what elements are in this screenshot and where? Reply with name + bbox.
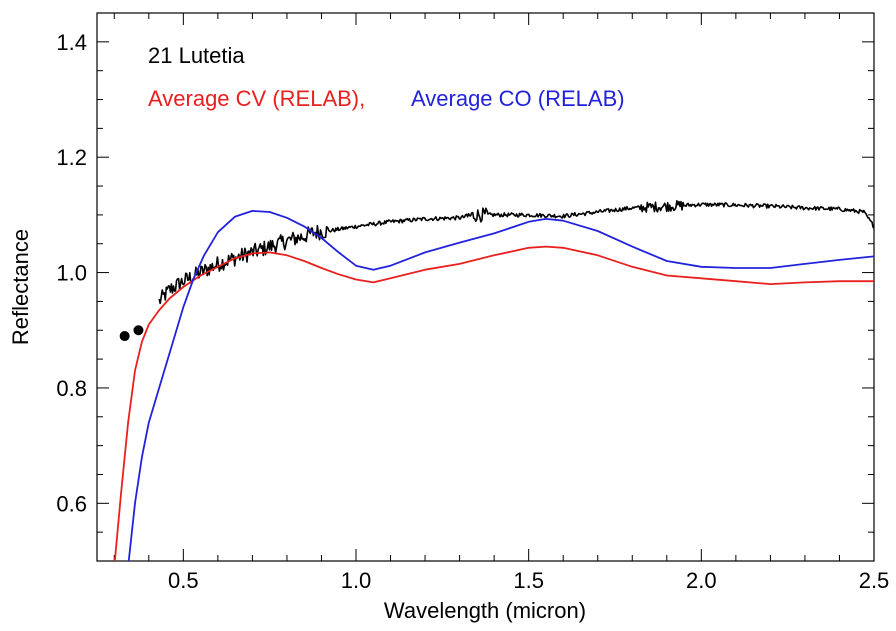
x-tick-label: 1.5 [513,568,544,593]
series-line-0 [158,200,874,305]
x-tick-label: 1.0 [341,568,372,593]
x-tick-label: 2.5 [859,568,890,593]
photometry-point [119,331,130,342]
y-tick-label: 0.8 [56,376,87,401]
photometry-point [133,325,144,336]
plot-frame [96,12,875,562]
x-tick-label: 0.5 [168,568,199,593]
legend-entry-cv: Average CV (RELAB), [148,86,365,111]
legend-entry-co: Average CO (RELAB) [411,86,625,111]
y-tick-label: 1.2 [56,145,87,170]
legend-entry-lutetia: 21 Lutetia [148,43,245,68]
y-tick-label: 1.4 [56,30,87,55]
series-line-1 [113,245,874,561]
y-axis-label: Reflectance [8,229,33,345]
y-tick-label: 0.6 [56,491,87,516]
x-axis-label: Wavelength (micron) [384,598,586,623]
y-tick-label: 1.0 [56,261,87,286]
x-tick-label: 2.0 [686,568,717,593]
tick-labels: 0.5 1.0 1.5 2.0 2.5 0.6 0.8 1.0 1.2 1.4 [56,30,889,593]
series-group [113,200,874,561]
axis-ticks [97,12,875,562]
series-line-2 [127,210,874,561]
